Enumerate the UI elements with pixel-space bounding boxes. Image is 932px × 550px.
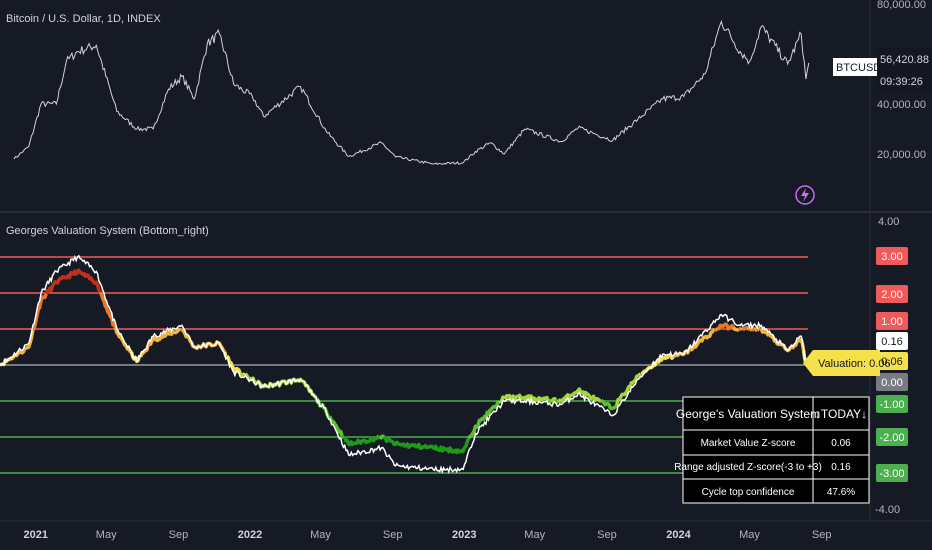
table-header-today: ↓TODAY↓ xyxy=(815,407,867,421)
valuation-table: George's Valuation System ↓TODAY↓ Market… xyxy=(674,396,870,504)
level-badges: 3.00 2.00 1.00 0.16 0.06 0.00 -1.00 -2.00 -3.00 xyxy=(876,247,908,482)
market-value-zscore-segment xyxy=(600,398,619,411)
level-badge: 0.16 xyxy=(876,332,908,350)
level-badge: 0.06 xyxy=(876,352,908,370)
symbol-text: BTCUSD xyxy=(836,62,881,74)
table-row-label: Cycle top confidence xyxy=(702,487,795,498)
time-axis-label: May xyxy=(96,529,117,541)
time-axis-label: 2024 xyxy=(666,529,691,541)
level-badge-text: -1.00 xyxy=(879,399,904,411)
level-badge-text: 3.00 xyxy=(881,251,902,263)
level-badge: -3.00 xyxy=(876,464,908,482)
table-row-value: 0.06 xyxy=(831,438,851,449)
market-value-zscore-segment xyxy=(742,325,749,332)
level-badge-text: 1.00 xyxy=(881,316,902,328)
level-badge: 1.00 xyxy=(876,312,908,330)
market-value-zscore-segment xyxy=(14,329,35,358)
market-value-zscore-segment xyxy=(550,396,558,403)
price-pane[interactable]: Bitcoin / U.S. Dollar, 1D, INDEX 80,000.… xyxy=(6,0,932,205)
level-badge: -2.00 xyxy=(876,428,908,446)
market-value-zscore-segment xyxy=(179,327,183,332)
market-value-zscore-segment xyxy=(557,387,602,404)
time-axis-label: Sep xyxy=(597,529,617,541)
lightning-alert-icon[interactable] xyxy=(795,185,815,205)
time-axis-label: Sep xyxy=(383,529,403,541)
table-header-title: George's Valuation System xyxy=(676,407,820,421)
level-badge-text: 0.06 xyxy=(881,356,902,368)
table-row-label: Market Value Z-score xyxy=(701,438,796,449)
last-price-label: 56,420.88 09:39:26 xyxy=(877,48,932,92)
market-value-zscore-segment xyxy=(713,328,718,332)
level-badge-text: 2.00 xyxy=(881,289,902,301)
time-axis-label: 2021 xyxy=(24,529,48,541)
market-value-zscore-segment xyxy=(138,327,182,358)
price-axis-label: 40,000.00 xyxy=(877,99,926,111)
time-axis-label: 2022 xyxy=(238,529,262,541)
countdown-text: 09:39:26 xyxy=(880,76,923,88)
range-adjusted-zscore-line xyxy=(0,254,810,475)
indicator-axis-label: 4.00 xyxy=(878,216,899,228)
level-badge: 0.00 xyxy=(876,373,908,391)
market-value-zscore-segment xyxy=(44,268,102,295)
price-axis-label: 80,000.00 xyxy=(877,0,926,11)
market-value-zscore-segment xyxy=(467,400,502,440)
level-badge: 3.00 xyxy=(876,247,908,265)
table-row-value: 0.16 xyxy=(831,462,851,473)
market-value-zscore-segment xyxy=(498,393,551,405)
time-axis-label: May xyxy=(310,529,331,541)
table-row-label: Range adjusted Z-score(-3 to +3) xyxy=(674,462,822,473)
market-value-zscore-segment xyxy=(238,372,245,377)
level-badge: -1.00 xyxy=(876,395,908,413)
market-value-zscore-segment xyxy=(716,322,735,331)
market-value-zscore-segment xyxy=(378,434,386,440)
time-axis-label: May xyxy=(524,529,545,541)
level-badge-text: -2.00 xyxy=(879,432,904,444)
table-row-value: 47.6% xyxy=(827,487,855,498)
level-badge-text: 0.16 xyxy=(881,336,902,348)
indicator-pane[interactable]: Georges Valuation System (Bottom_right) … xyxy=(0,216,908,516)
time-axis-label: May xyxy=(739,529,760,541)
time-axis[interactable]: 2021 May Sep 2022 May Sep 2023 May Sep 2024 May Sep xyxy=(24,529,832,541)
price-axis-label: 20,000.00 xyxy=(877,149,926,161)
time-axis-label: Sep xyxy=(812,529,832,541)
market-value-zscore-segment xyxy=(731,326,740,332)
market-value-zscore-segment xyxy=(343,436,379,447)
market-value-zscore-segment xyxy=(554,398,559,404)
market-value-zscore-segment xyxy=(638,372,642,377)
level-badge: 2.00 xyxy=(876,285,908,303)
indicator-pane-title: Georges Valuation System (Bottom_right) xyxy=(6,225,209,237)
time-axis-label: Sep xyxy=(169,529,189,541)
indicator-axis-label: -4.00 xyxy=(875,504,900,516)
symbol-label: BTCUSD xyxy=(833,58,881,76)
market-value-zscore-segment xyxy=(180,328,226,353)
level-badge-text: 0.00 xyxy=(881,377,902,389)
time-axis-label: 2023 xyxy=(452,529,476,541)
indicator-axis[interactable]: 4.00 -4.00 xyxy=(875,216,900,516)
market-value-zscore-segment xyxy=(98,291,118,328)
level-lines xyxy=(0,256,808,474)
market-value-zscore-segment xyxy=(740,326,745,331)
level-badge-text: -3.00 xyxy=(879,468,904,480)
btc-price-line xyxy=(13,19,810,166)
market-value-zscore-segment xyxy=(382,435,471,455)
valuation-label-text: Valuation: 0.06 xyxy=(818,358,891,370)
market-value-zscore-segment xyxy=(31,293,48,332)
market-value-zscore-segment xyxy=(615,373,641,406)
last-price-text: 56,420.88 xyxy=(880,54,929,66)
price-pane-title: Bitcoin / U.S. Dollar, 1D, INDEX xyxy=(6,13,161,25)
valuation-label: Valuation: 0.06 xyxy=(803,350,891,376)
market-value-zscore-segment xyxy=(750,326,756,332)
